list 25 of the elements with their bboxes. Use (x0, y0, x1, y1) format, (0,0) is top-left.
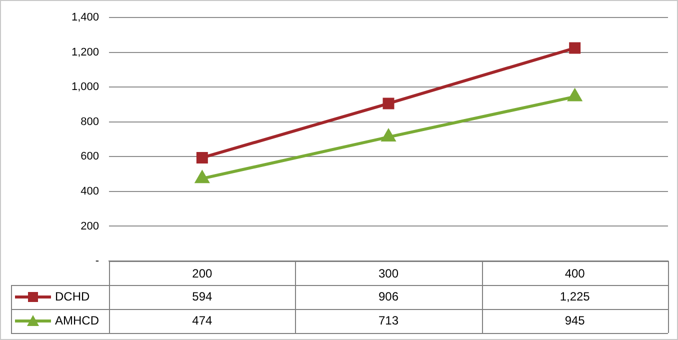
data-label: 1,225 (560, 289, 590, 304)
y-tick-label: 200 (80, 220, 99, 232)
point (569, 42, 581, 54)
point (382, 98, 394, 110)
y-tick-label: 1,400 (71, 12, 99, 24)
y-tick-label: 400 (80, 185, 99, 198)
data-label: 906 (378, 289, 399, 304)
y-tick-label: 1,200 (71, 46, 99, 58)
y-tick-label: 1,000 (71, 81, 99, 94)
data-label: 594 (192, 289, 212, 304)
legend-label: DCHD (55, 289, 90, 304)
point (568, 89, 582, 102)
x-tick-label: 200 (192, 266, 212, 281)
point (195, 171, 209, 184)
x-tick-label: 400 (564, 266, 586, 281)
data-label: 945 (564, 313, 586, 328)
legend-label: AMHCD (55, 313, 100, 328)
point (196, 152, 208, 164)
y-tick-label: 600 (80, 150, 99, 163)
x-tick-label: 300 (378, 266, 399, 281)
y-tick-label: 800 (80, 116, 99, 128)
data-label: 713 (378, 313, 399, 328)
data-label: 474 (192, 313, 212, 328)
point (382, 130, 396, 142)
y-tick-label: - (95, 255, 100, 268)
